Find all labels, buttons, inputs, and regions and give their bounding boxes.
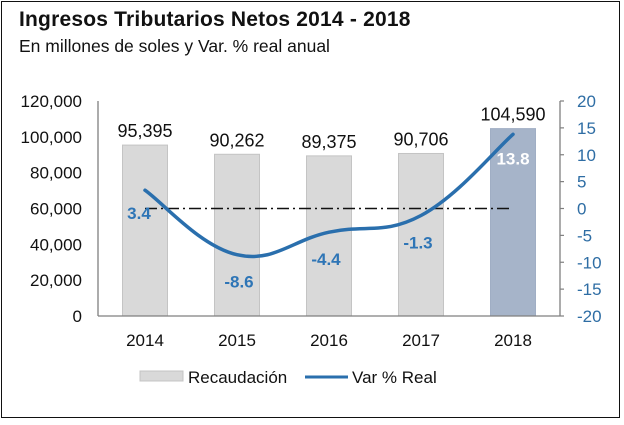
right-axis-tick-label: -5	[577, 226, 592, 245]
left-axis-tick-label: 100,000	[21, 128, 82, 147]
line-data-label: -1.3	[403, 233, 432, 252]
right-axis-tick-label: 15	[577, 119, 596, 138]
var-real-line	[143, 132, 515, 259]
left-axis-tick-label: 0	[73, 307, 82, 326]
x-axis-tick-label: 2014	[126, 331, 164, 350]
left-axis-tick-label: 40,000	[30, 235, 82, 254]
right-axis-tick-label: 20	[577, 92, 596, 111]
line-data-label: -8.6	[224, 273, 253, 292]
x-axis-tick-label: 2016	[310, 331, 348, 350]
right-axis-tick-label: -20	[577, 307, 602, 326]
chart-subtitle: En millones de soles y Var. % real anual	[19, 36, 330, 56]
left-axis-tick-label: 80,000	[30, 164, 82, 183]
bar-data-label: 104,590	[480, 105, 545, 125]
bar-2014	[122, 144, 168, 317]
bar-data-label: 90,262	[209, 130, 264, 150]
x-axis-tick-label: 2017	[402, 331, 440, 350]
legend-label-var-real: Var % Real	[352, 368, 437, 387]
line-data-labels: 3.4 -8.6 -4.4 -1.3 13.8	[127, 149, 529, 291]
left-axis-tick-label: 20,000	[30, 271, 82, 290]
bar-data-label: 90,706	[393, 129, 448, 149]
right-axis: -20 -15 -10 -5 0 5 10 15 20	[559, 92, 602, 326]
bar-series	[122, 128, 536, 317]
left-axis: 0 20,000 40,000 60,000 80,000 100,000 120,000	[21, 92, 99, 326]
right-axis-tick-label: 5	[577, 173, 586, 192]
legend-swatch-recaudacion	[139, 370, 184, 382]
right-axis-tick-label: -15	[577, 280, 602, 299]
x-axis-tick-label: 2015	[218, 331, 256, 350]
line-data-label: -4.4	[311, 250, 341, 269]
x-axis: 2014 2015 2016 2017 2018	[98, 315, 560, 350]
legend-label-recaudacion: Recaudación	[188, 368, 287, 387]
right-axis-tick-label: 0	[577, 200, 586, 219]
bar-2017	[398, 152, 444, 317]
x-axis-tick-label: 2018	[494, 331, 532, 350]
right-axis-tick-label: 10	[577, 146, 596, 165]
legend: Recaudación Var % Real	[139, 368, 437, 387]
line-data-label: 13.8	[496, 149, 529, 168]
bar-data-labels: 95,395 90,262 89,375 90,706 104,590	[117, 105, 545, 152]
bar-data-label: 89,375	[301, 132, 356, 152]
line-data-label: 3.4	[127, 204, 151, 223]
bar-2018	[490, 128, 536, 317]
bar-data-label: 95,395	[117, 121, 172, 141]
right-axis-tick-label: -10	[577, 253, 602, 272]
chart-title: Ingresos Tributarios Netos 2014 - 2018	[19, 8, 411, 31]
left-axis-tick-label: 120,000	[21, 92, 82, 111]
left-axis-tick-label: 60,000	[30, 200, 82, 219]
bar-2015	[214, 153, 260, 317]
